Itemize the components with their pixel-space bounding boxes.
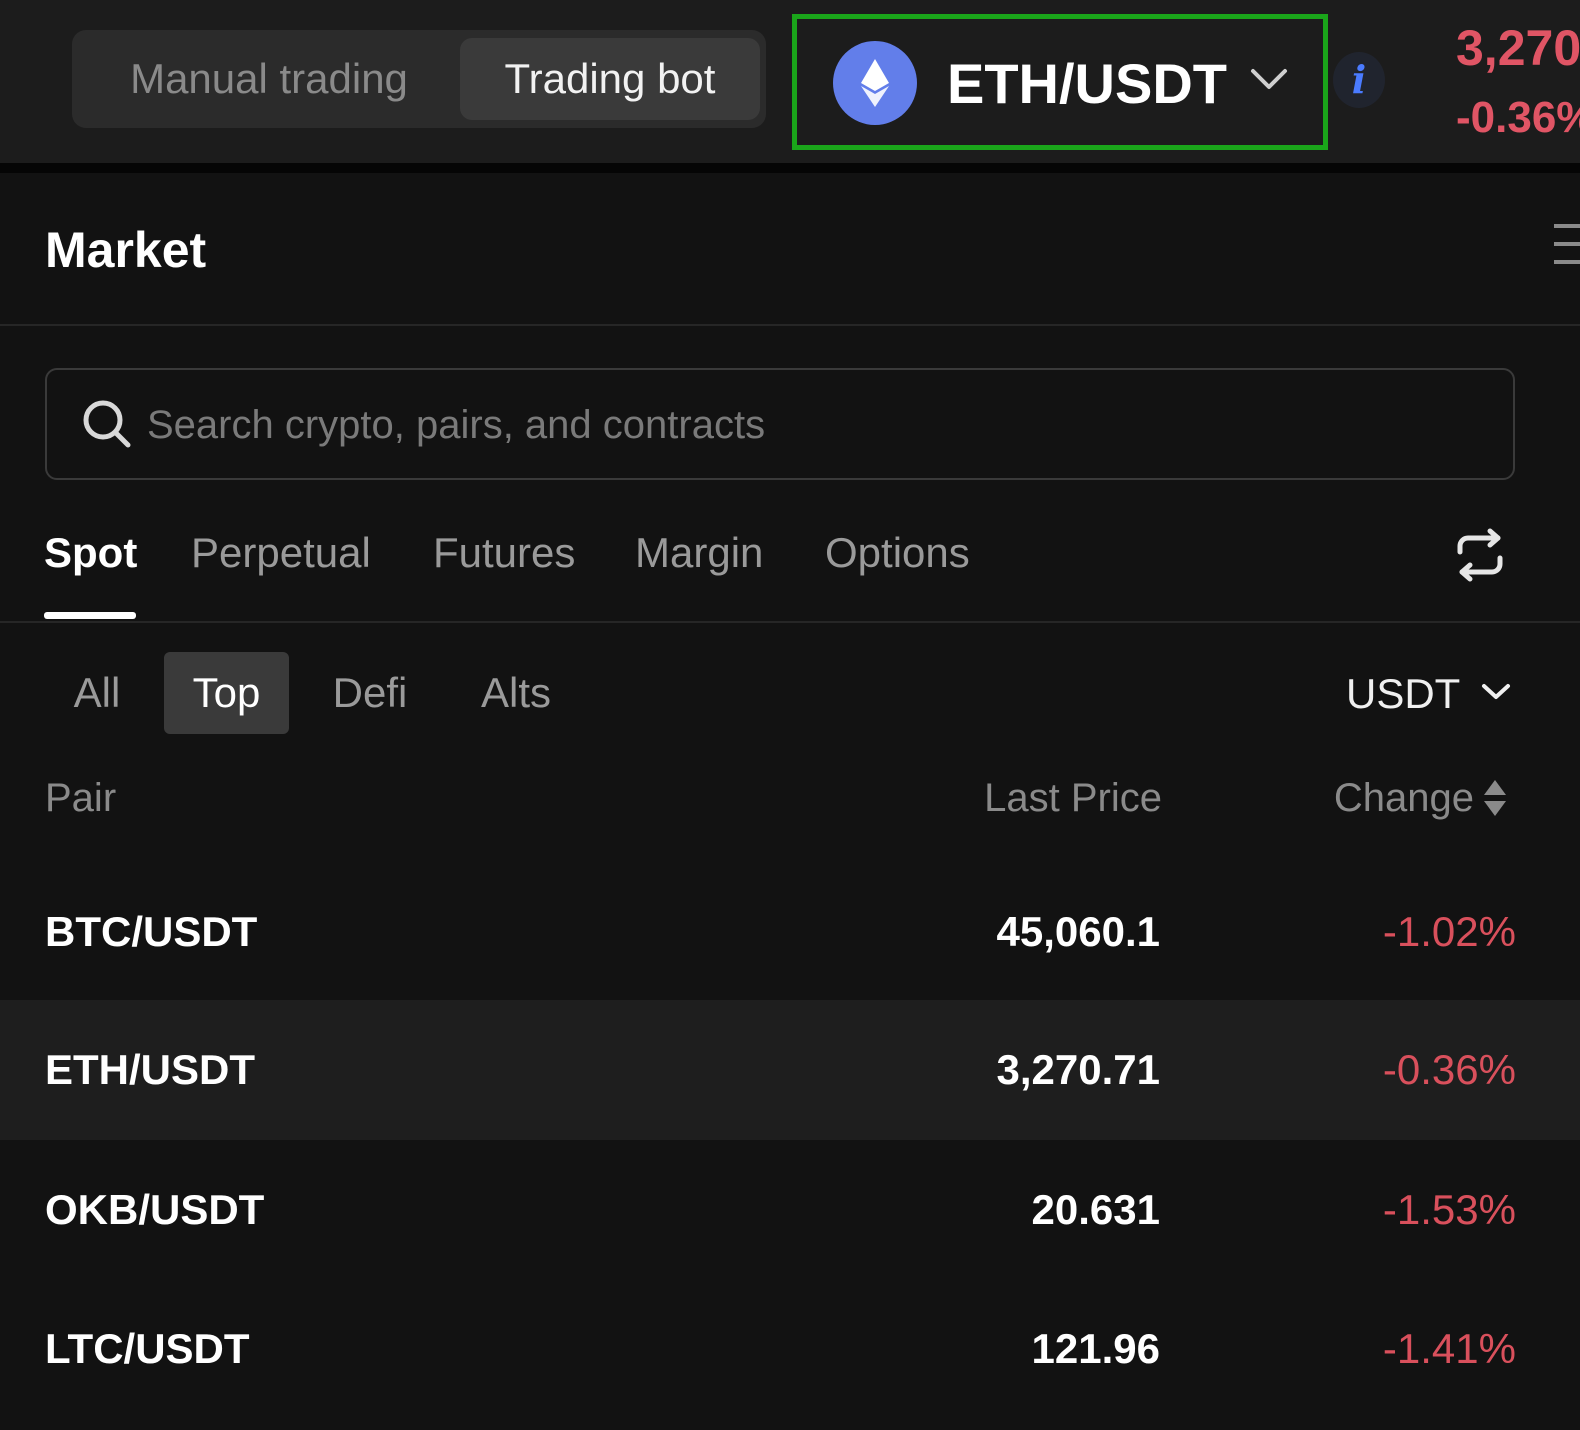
price-change: -0.36% [1382, 1046, 1516, 1093]
search-icon [83, 400, 131, 448]
table-row[interactable]: OKB/USDT 20.631 -1.53% [0, 1140, 1580, 1280]
tab-futures[interactable]: Futures [433, 529, 576, 576]
pair-name: LTC/USDT [45, 1325, 250, 1372]
column-header-change[interactable]: Change [1333, 776, 1474, 820]
search-input[interactable] [145, 388, 1489, 462]
table-row[interactable]: BTC/USDT 45,060.1 -1.02% [0, 862, 1580, 1002]
tabs-divider [0, 621, 1580, 623]
last-price: 45,060.1 [996, 908, 1161, 955]
manual-trading-tab[interactable]: Manual trading [130, 55, 408, 102]
trading-bot-tab[interactable]: Trading bot [460, 38, 760, 120]
selected-pair-label: ETH/USDT [947, 52, 1227, 115]
column-header-pair: Pair [45, 776, 117, 820]
tab-margin[interactable]: Margin [635, 529, 764, 576]
quote-currency-select[interactable]: USDT [1346, 670, 1461, 717]
active-tab-indicator [44, 612, 136, 619]
pair-selector[interactable]: ETH/USDT [792, 14, 1328, 150]
header-divider [0, 163, 1580, 173]
filter-defi[interactable]: Defi [332, 669, 408, 716]
table-row[interactable]: ETH/USDT 3,270.71 -0.36% [0, 1000, 1580, 1140]
pair-name: BTC/USDT [45, 908, 258, 955]
tab-perpetual[interactable]: Perpetual [191, 529, 371, 576]
ticker-change: -0.36% [1456, 93, 1580, 142]
tab-spot[interactable]: Spot [44, 529, 138, 576]
mode-toggle: Manual trading Trading bot [72, 30, 766, 128]
swap-icon[interactable] [1452, 528, 1508, 582]
price-change: -1.02% [1382, 908, 1516, 955]
pair-name: ETH/USDT [45, 1046, 255, 1093]
market-title: Market [45, 222, 207, 278]
market-divider [0, 324, 1580, 326]
chevron-down-icon[interactable] [1480, 682, 1512, 702]
filter-all[interactable]: All [73, 669, 121, 716]
info-icon[interactable]: i [1333, 52, 1385, 108]
column-header-last-price[interactable]: Last Price [984, 776, 1162, 820]
filter-top[interactable]: Top [164, 652, 289, 734]
search-box [45, 368, 1515, 480]
top-bar: Manual trading Trading bot ETH/USDT i 3,… [0, 0, 1580, 163]
tab-options[interactable]: Options [825, 529, 970, 576]
price-change: -1.53% [1382, 1186, 1516, 1233]
last-price: 121.96 [1031, 1325, 1160, 1372]
ethereum-logo-icon [833, 41, 917, 125]
price-change: -1.41% [1382, 1325, 1516, 1372]
pair-name: OKB/USDT [45, 1186, 265, 1233]
filter-alts[interactable]: Alts [480, 669, 551, 716]
menu-icon[interactable] [1550, 220, 1580, 270]
sort-icon[interactable] [1482, 778, 1508, 818]
ticker-price: 3,270 [1456, 20, 1580, 76]
last-price: 3,270.71 [996, 1046, 1161, 1093]
last-price: 20.631 [1031, 1186, 1160, 1233]
chevron-down-icon [1251, 69, 1287, 89]
table-row[interactable]: LTC/USDT 121.96 -1.41% [0, 1279, 1580, 1419]
